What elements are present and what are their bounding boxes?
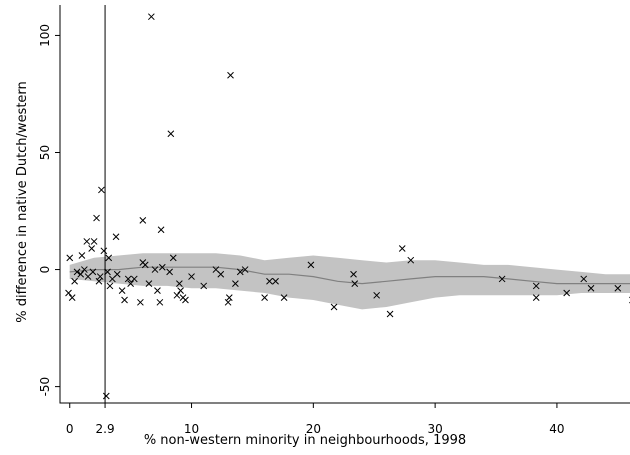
- data-point: [137, 298, 144, 306]
- data-point: [173, 291, 181, 299]
- data-point: [614, 284, 622, 292]
- data-point: [100, 247, 108, 255]
- data-point: [73, 268, 81, 276]
- data-point: [157, 226, 165, 234]
- data-point: [147, 13, 155, 21]
- data-point: [77, 270, 85, 278]
- x-tick-label: 0: [66, 422, 74, 436]
- data-point: [225, 294, 233, 302]
- data-point: [307, 261, 315, 269]
- data-point: [407, 256, 415, 264]
- confidence-band: [69, 253, 630, 310]
- data-point: [145, 280, 153, 287]
- x-tick-label: 10: [184, 422, 199, 436]
- data-point: [66, 254, 74, 262]
- data-point: [83, 238, 91, 245]
- data-point: [102, 392, 110, 400]
- data-point: [580, 275, 588, 283]
- data-point: [351, 280, 359, 287]
- data-point: [121, 296, 128, 304]
- data-point: [176, 280, 183, 287]
- data-point: [182, 296, 189, 304]
- confidence-band-layer: [69, 253, 630, 310]
- y-tick-label: 0: [38, 266, 52, 274]
- data-point: [373, 291, 381, 299]
- data-point: [109, 275, 116, 283]
- data-point: [167, 130, 175, 138]
- data-point: [124, 275, 132, 283]
- data-point: [90, 238, 98, 245]
- data-point: [498, 275, 506, 283]
- y-axis-title: % difference in native Dutch/western: [15, 81, 30, 323]
- data-point: [350, 270, 357, 278]
- data-point: [81, 266, 88, 273]
- data-point: [95, 277, 103, 285]
- data-point: [232, 280, 239, 287]
- y-tick-label: -50: [38, 377, 52, 397]
- data-points-layer: [65, 13, 630, 400]
- data-point: [532, 294, 540, 302]
- data-point: [224, 298, 232, 306]
- data-point: [71, 277, 78, 285]
- y-tick-label: 50: [38, 145, 52, 160]
- data-point: [130, 275, 138, 283]
- data-point: [118, 287, 126, 294]
- data-point: [88, 245, 96, 252]
- data-point: [532, 282, 540, 290]
- x-tick-label: 40: [549, 422, 564, 436]
- data-point: [241, 266, 249, 273]
- data-point: [169, 254, 177, 262]
- data-point: [200, 282, 208, 290]
- data-point: [106, 282, 114, 290]
- data-point: [398, 245, 406, 252]
- y-tick-label: 100: [38, 24, 52, 47]
- data-point: [154, 287, 161, 294]
- data-point: [112, 233, 120, 241]
- x-axis-title: % non-western minority in neighbourhoods…: [144, 433, 466, 448]
- data-point: [78, 252, 86, 259]
- fit-line: [69, 266, 630, 285]
- data-point: [386, 310, 394, 318]
- data-point: [105, 254, 113, 262]
- data-point: [84, 273, 92, 280]
- data-point: [236, 268, 244, 276]
- data-point: [272, 277, 279, 285]
- data-point: [139, 217, 147, 224]
- x-tick-label: 20: [306, 422, 321, 436]
- data-point: [93, 214, 100, 222]
- data-point: [266, 277, 273, 285]
- data-point: [188, 273, 195, 280]
- data-point: [177, 287, 184, 294]
- data-point: [217, 270, 225, 278]
- reference-line-label: 2.9: [96, 422, 115, 436]
- data-point: [68, 294, 76, 302]
- data-point: [151, 266, 159, 273]
- data-point: [227, 71, 234, 79]
- data-point: [127, 280, 134, 287]
- fit-line-layer: [69, 266, 630, 285]
- data-point: [280, 294, 288, 302]
- x-tick-label: 30: [427, 422, 442, 436]
- data-point: [98, 186, 105, 194]
- data-point: [156, 298, 164, 306]
- data-point: [166, 268, 173, 276]
- data-point: [65, 289, 72, 297]
- axes-layer: 2.9 0 10 20 30 40 -50 0 50 100: [38, 5, 630, 436]
- data-point: [330, 303, 338, 311]
- data-point: [158, 263, 166, 271]
- data-point: [261, 294, 268, 302]
- data-point: [563, 289, 571, 297]
- data-point: [139, 259, 147, 266]
- data-point: [587, 284, 595, 292]
